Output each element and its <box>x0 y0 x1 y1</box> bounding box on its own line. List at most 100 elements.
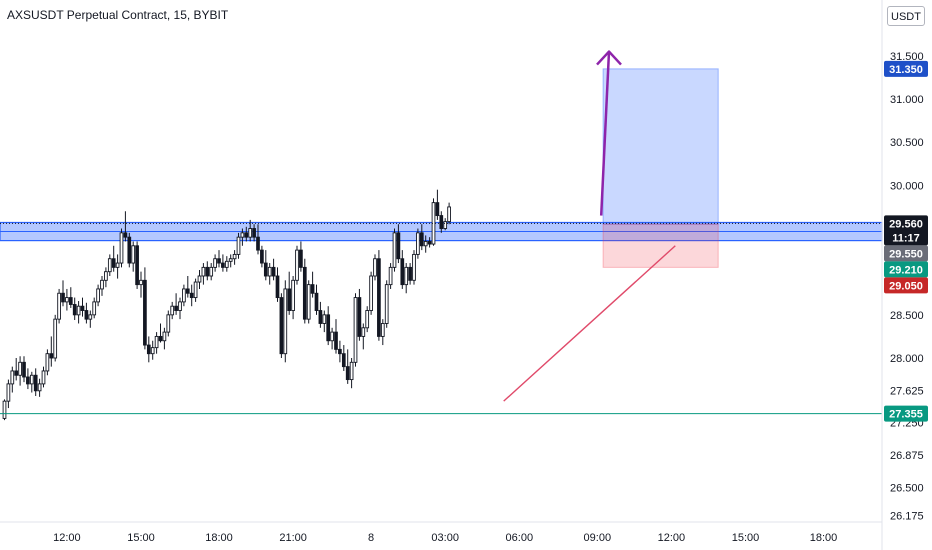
candle <box>197 269 202 289</box>
price-badge-support: 27.355 <box>884 405 928 422</box>
candle <box>26 368 30 390</box>
candle <box>205 261 210 281</box>
currency-selector[interactable]: USDT <box>887 6 925 26</box>
candle-body-down <box>256 236 260 251</box>
price-badge-bg <box>884 245 928 262</box>
candle-body-up <box>349 361 354 381</box>
candle <box>22 356 26 383</box>
candle <box>279 293 284 358</box>
candle <box>158 323 163 343</box>
candle <box>115 254 120 279</box>
candle <box>380 319 385 346</box>
candle <box>384 280 389 328</box>
price-badge-target: 31.350 <box>884 60 928 77</box>
candle <box>65 288 69 311</box>
candle <box>2 399 7 421</box>
candle <box>193 278 198 302</box>
candle-body-down <box>338 348 342 355</box>
candle <box>61 280 65 307</box>
time-tick-label: 12:00 <box>53 532 81 544</box>
price-badge-bg <box>884 215 928 246</box>
candle <box>419 224 424 251</box>
candle <box>84 302 89 324</box>
candle-body-down <box>217 258 221 264</box>
candle <box>217 250 221 268</box>
loss-zone[interactable] <box>602 223 719 268</box>
candle-body-up <box>150 347 155 355</box>
candle-body-down <box>22 361 26 378</box>
candle <box>76 301 81 324</box>
candle <box>349 358 354 389</box>
candle-body-up <box>107 258 112 273</box>
candle <box>232 250 237 265</box>
candle-body-up <box>29 374 34 385</box>
ascending-trendline[interactable] <box>503 245 676 402</box>
candle <box>334 319 338 354</box>
drawings[interactable] <box>0 50 882 415</box>
candle-body-down <box>318 310 323 324</box>
time-tick-label: 18:00 <box>205 532 233 544</box>
breakout-arrow-head[interactable] <box>596 50 622 66</box>
candle-body-down <box>357 297 362 337</box>
candle <box>318 301 323 328</box>
price-badge-entry: 29.550 <box>884 245 928 262</box>
price-badge-bg <box>884 261 928 278</box>
candle <box>123 211 128 242</box>
candle-body-down <box>326 314 331 342</box>
candle-body-up <box>182 288 186 303</box>
candle-body-down <box>310 284 315 294</box>
candle-body-down <box>189 292 194 299</box>
candle-body-up <box>306 284 311 320</box>
candle <box>275 267 280 302</box>
candle-body-up <box>104 271 108 281</box>
candle <box>131 241 136 272</box>
candle-body-up <box>361 327 366 337</box>
candle-body-down <box>334 331 338 350</box>
candle <box>447 202 451 225</box>
price-tick-label: 31.000 <box>890 94 924 106</box>
candle-body-up <box>119 232 124 264</box>
candle-body-down <box>185 288 190 294</box>
candle <box>146 336 151 363</box>
price-tick-label: 31.500 <box>890 51 924 63</box>
candle-body-down <box>439 215 444 229</box>
candle <box>185 276 190 298</box>
breakout-arrow-shaft[interactable] <box>599 51 611 216</box>
candle <box>267 263 272 285</box>
candle-body-down <box>260 249 264 264</box>
candle <box>174 293 178 315</box>
profit-zone[interactable] <box>602 68 719 225</box>
candle-body-up <box>131 245 136 264</box>
candle-body-down <box>287 288 292 311</box>
candle-body-down <box>435 202 440 217</box>
candle <box>18 356 22 386</box>
candle <box>306 280 311 324</box>
candle-body-up <box>88 314 93 320</box>
candle-body-up <box>228 258 233 262</box>
candle <box>248 219 253 242</box>
candle <box>236 232 241 259</box>
candle <box>49 336 54 367</box>
candle <box>201 263 206 285</box>
candle <box>310 271 315 298</box>
candle-body-down <box>14 370 19 376</box>
price-tick-label: 26.175 <box>890 511 924 523</box>
candle <box>404 263 409 294</box>
candle <box>287 271 292 315</box>
candle <box>96 284 100 307</box>
candle-body-up <box>224 260 229 268</box>
long-position-tool[interactable] <box>602 68 719 268</box>
candle <box>283 280 288 363</box>
candle-body-up <box>365 310 370 329</box>
candle-body-up <box>369 275 373 311</box>
candle <box>361 323 366 350</box>
candle-body-down <box>127 236 132 264</box>
candle <box>423 235 428 253</box>
candle <box>221 254 225 272</box>
price-badge-label: 27.355 <box>889 409 923 421</box>
candle-body-down <box>221 262 225 268</box>
candle <box>162 327 167 350</box>
candle-body-down <box>49 353 54 359</box>
candle-body-down <box>299 249 303 268</box>
